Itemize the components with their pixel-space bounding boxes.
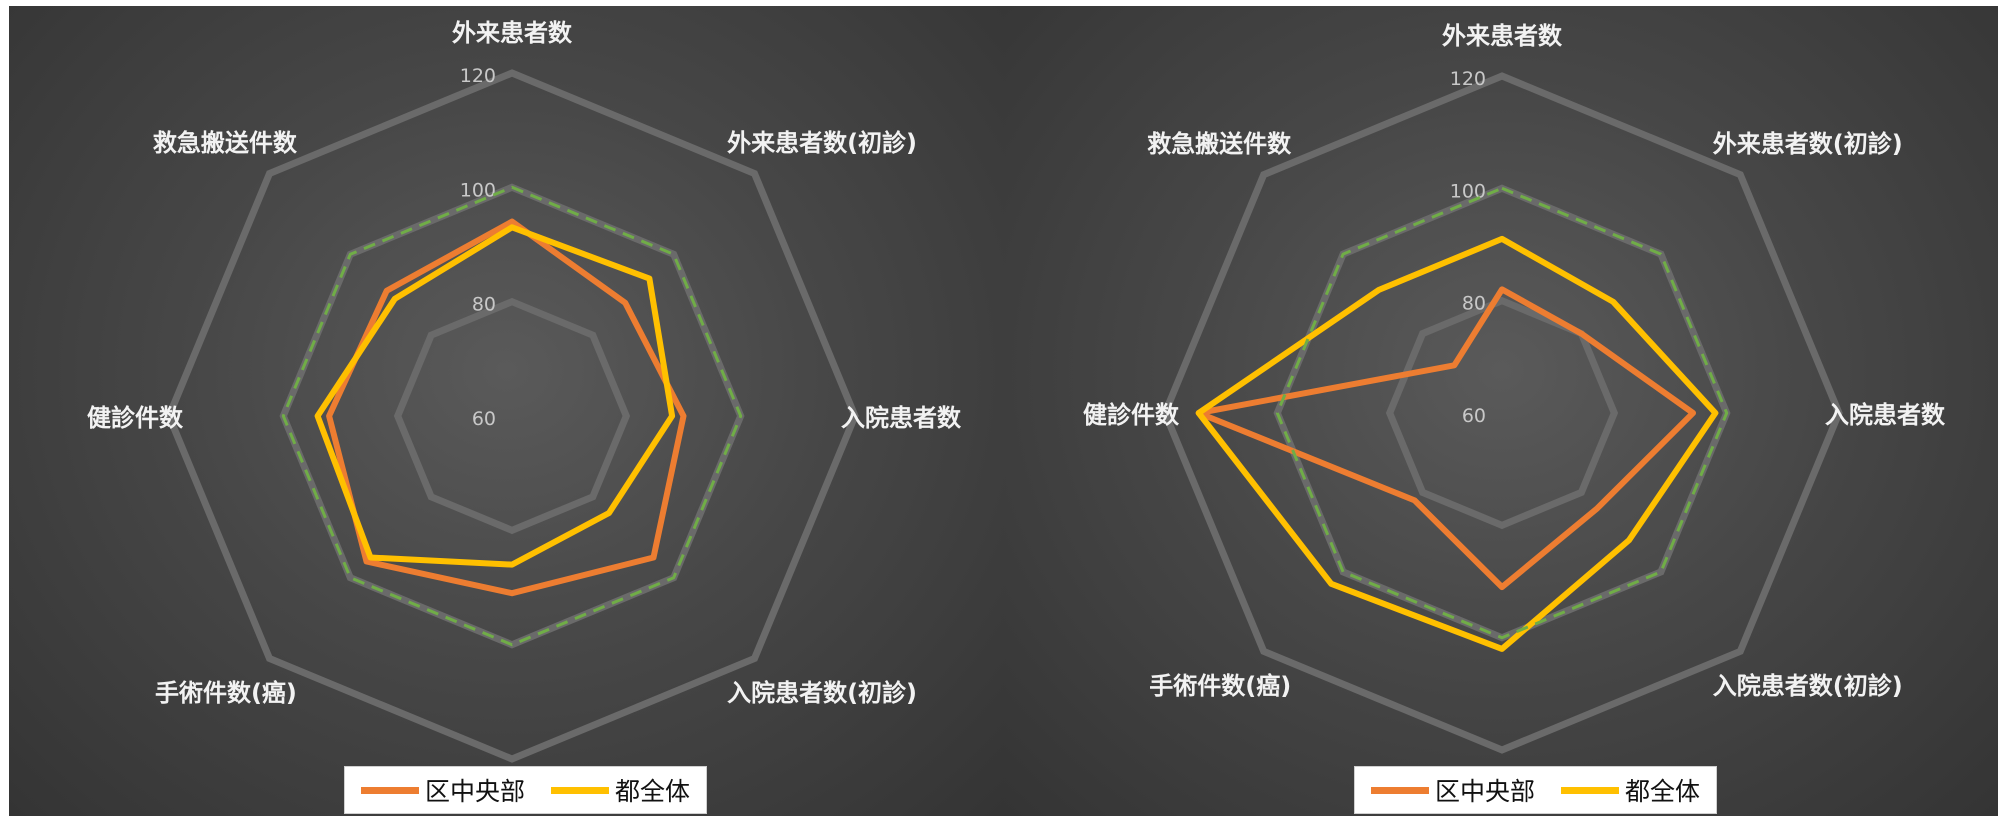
category-label: 救急搬送件数: [1147, 130, 1292, 158]
radar-chart-left: 60 80 100 120 外来患者数外来患者数(初診) 入院患者数入院患者数(初診) 手術…: [9, 6, 1004, 816]
tick-label: 80: [1462, 293, 1486, 315]
grid-ring: [1385, 296, 1619, 530]
category-label: 健診件数: [87, 404, 184, 432]
category-label: 入院患者数(初診): [1713, 672, 1903, 700]
grid-ring: [1161, 72, 1843, 754]
grid-ring: [393, 297, 631, 535]
grid-ring: [1273, 184, 1731, 642]
legend-label: 都全体: [1625, 777, 1701, 806]
reference-line-100: [281, 185, 743, 647]
category-label: 救急搬送件数: [153, 129, 298, 157]
tick-label: 60: [472, 408, 496, 430]
category-label: 入院患者数: [841, 404, 962, 432]
category-label: 外来患者数: [1442, 22, 1563, 50]
series-line-1: [326, 218, 687, 597]
legend-swatch-orange: [361, 786, 419, 794]
series-line-2: [314, 224, 676, 568]
legend-swatch-yellow: [1561, 786, 1620, 794]
category-label: 外来患者数: [452, 19, 573, 47]
legend-item-series-2: 都全体: [551, 772, 690, 808]
tick-label: 120: [1450, 68, 1486, 90]
category-label: 手術件数(癌): [1149, 672, 1291, 700]
category-label: 外来患者数(初診): [727, 129, 917, 157]
legend-left: 区中央部 都全体: [344, 766, 708, 814]
tick-label: 60: [1462, 405, 1486, 427]
category-label: 入院患者数(初診): [727, 679, 917, 707]
category-label: 健診件数: [1083, 401, 1180, 429]
legend-right: 区中央部 都全体: [1354, 766, 1718, 814]
tick-label: 120: [460, 65, 496, 87]
legend-item-series-2: 都全体: [1561, 772, 1700, 808]
series-line-2: [1195, 235, 1719, 652]
legend-label: 区中央部: [1435, 777, 1536, 806]
radar-chart-right: 60 80 100 120 外来患者数外来患者数(初診) 入院患者数入院患者数(初診) 手術…: [1004, 6, 1998, 816]
legend-swatch-yellow: [551, 786, 610, 794]
legend-label: 都全体: [615, 777, 691, 806]
legend-label: 区中央部: [425, 777, 526, 806]
category-label: 外来患者数(初診): [1713, 130, 1903, 158]
legend-item-series-1: 区中央部: [361, 772, 525, 808]
series-line-1: [1195, 286, 1696, 591]
category-label: 入院患者数: [1825, 401, 1946, 429]
tick-label: 80: [472, 294, 496, 316]
tick-label: 100: [1450, 180, 1486, 202]
legend-item-series-1: 区中央部: [1371, 772, 1535, 808]
reference-line-100: [1275, 186, 1729, 640]
grid-ring: [165, 69, 859, 763]
legend-swatch-orange: [1371, 786, 1429, 794]
tick-label: 100: [460, 179, 496, 201]
category-label: 手術件数(癌): [155, 679, 297, 707]
